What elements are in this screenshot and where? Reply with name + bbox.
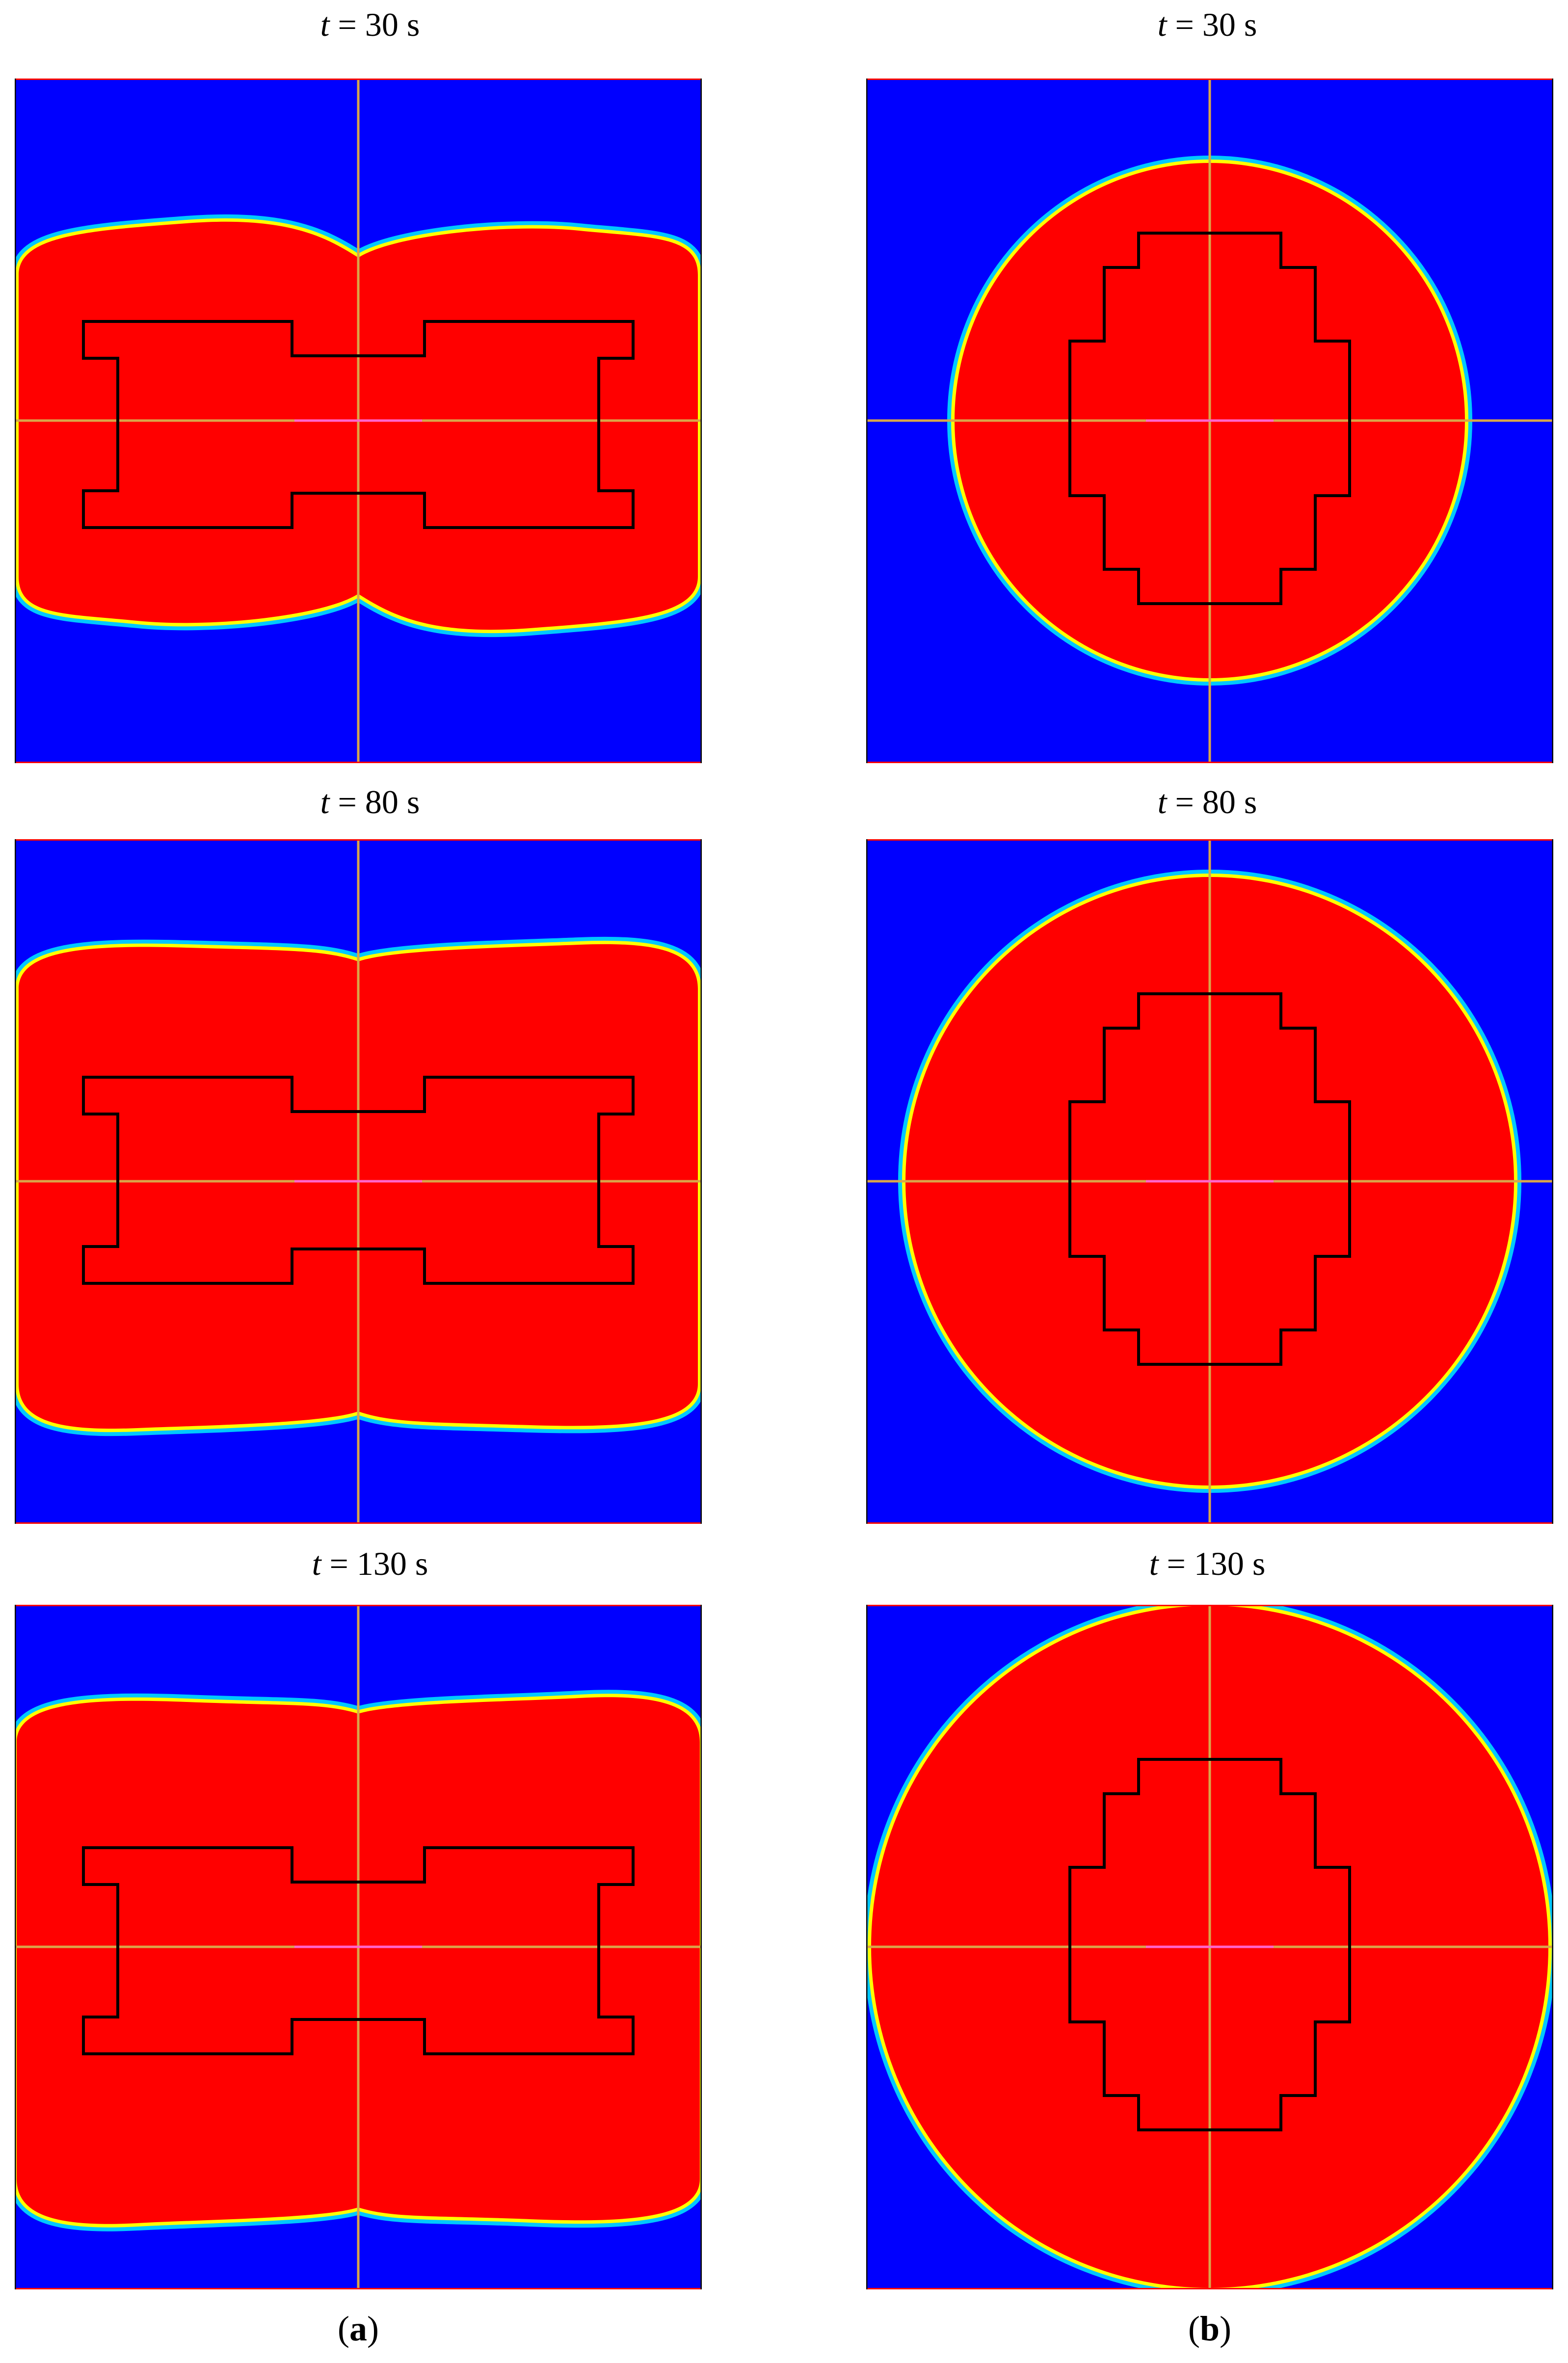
component-outline — [82, 1076, 635, 1285]
component-outline — [82, 320, 635, 529]
time-value: = 30 s — [338, 6, 420, 43]
time-variable: t — [320, 6, 330, 43]
caption-b: (b) — [1112, 2309, 1308, 2348]
component-outline — [1068, 1758, 1351, 2131]
time-variable: t — [312, 1545, 321, 1582]
time-variable: t — [1149, 1545, 1159, 1582]
caption-close: ) — [1220, 2309, 1231, 2348]
time-value: = 130 s — [1167, 1545, 1266, 1582]
component-outline — [1068, 992, 1351, 1366]
panel-title-a-1: t = 30 s — [27, 5, 714, 44]
time-variable: t — [1157, 783, 1167, 821]
time-value: = 80 s — [338, 783, 420, 821]
simulation-panel-a-2 — [15, 839, 702, 1524]
panel-title-a-2: t = 80 s — [27, 782, 714, 822]
panel-title-b-2: t = 80 s — [864, 782, 1551, 822]
caption-open: ( — [1188, 2309, 1200, 2348]
caption-letter: a — [349, 2309, 367, 2348]
caption-open: ( — [338, 2309, 349, 2348]
simulation-panel-b-2 — [866, 839, 1553, 1524]
time-variable: t — [1157, 6, 1167, 43]
panel-title-a-3: t = 130 s — [27, 1544, 714, 1583]
component-outline — [82, 1846, 635, 2055]
panel-title-b-1: t = 30 s — [864, 5, 1551, 44]
time-value: = 130 s — [329, 1545, 428, 1582]
caption-a: (a) — [260, 2309, 456, 2348]
simulation-panel-a-3 — [15, 1605, 702, 2289]
simulation-panel-a-1 — [15, 79, 702, 763]
panel-title-b-3: t = 130 s — [864, 1544, 1551, 1583]
simulation-panel-b-3 — [866, 1605, 1553, 2289]
caption-close: ) — [367, 2309, 379, 2348]
time-value: = 80 s — [1175, 783, 1257, 821]
caption-letter: b — [1199, 2309, 1220, 2348]
simulation-panel-b-1 — [866, 79, 1553, 763]
time-value: = 30 s — [1175, 6, 1257, 43]
time-variable: t — [320, 783, 330, 821]
component-outline — [1068, 232, 1351, 605]
